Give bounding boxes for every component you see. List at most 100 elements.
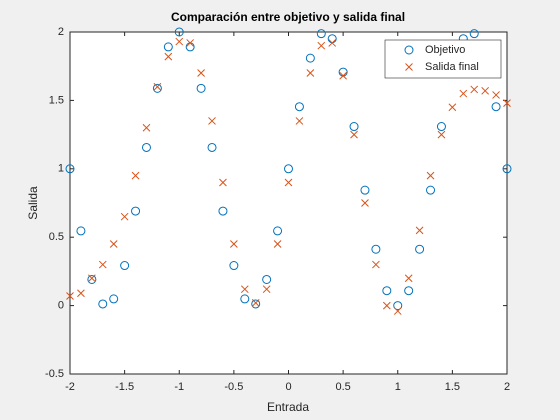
point (240, 285, 249, 294)
point (87, 274, 96, 283)
point (197, 69, 205, 77)
y-tick-label: 1 (58, 163, 64, 175)
point (109, 240, 118, 248)
point (448, 103, 457, 112)
point (371, 244, 381, 254)
point (208, 117, 216, 125)
point (120, 261, 130, 271)
point (284, 164, 293, 174)
y-tick-label: 0 (58, 300, 64, 312)
point (284, 178, 293, 187)
point (295, 117, 304, 125)
point (339, 71, 347, 80)
point (459, 89, 468, 98)
point (393, 307, 402, 315)
point (207, 142, 217, 152)
point (437, 130, 446, 139)
point (218, 206, 228, 216)
y-tick-label: 0.5 (49, 231, 64, 243)
point (98, 299, 108, 309)
point (316, 29, 326, 39)
x-tick-label: 1.5 (445, 381, 460, 393)
point (77, 289, 85, 298)
point (481, 86, 490, 95)
point (273, 226, 283, 236)
x-tick-label: 0.5 (335, 381, 350, 393)
y-axis-label: Salida (26, 186, 40, 220)
point (174, 27, 184, 37)
point (141, 142, 151, 152)
point (436, 122, 446, 132)
axes-box (69, 31, 508, 375)
point (350, 130, 358, 139)
x-tick-label: 0 (285, 381, 291, 393)
point (262, 285, 271, 294)
point (404, 286, 414, 296)
point (372, 260, 380, 269)
point (503, 99, 511, 107)
point (360, 185, 370, 195)
x-axis-label: Entrada (267, 400, 309, 414)
point (470, 85, 479, 94)
x-tick-label: -2 (65, 381, 75, 393)
y-tick-label: -0.5 (45, 368, 64, 380)
point (175, 37, 184, 46)
point (415, 226, 424, 235)
point (262, 274, 272, 284)
point (251, 299, 261, 309)
point (120, 212, 129, 221)
point (317, 41, 326, 50)
point (109, 294, 119, 304)
point (164, 52, 173, 61)
point (76, 226, 86, 236)
legend-marker (405, 63, 413, 71)
point (219, 178, 227, 187)
point (469, 29, 479, 39)
legend-box (384, 39, 502, 79)
point (306, 69, 315, 77)
point (186, 39, 195, 47)
point (152, 83, 162, 93)
x-tick-label: -1 (174, 381, 184, 393)
point (491, 102, 501, 112)
point (492, 91, 500, 99)
point (66, 292, 74, 300)
point (349, 122, 359, 132)
legend-marker (404, 45, 414, 55)
point (98, 260, 107, 269)
point (87, 274, 97, 284)
chart-title: Comparación entre objetivo y salida fina… (171, 10, 405, 24)
point (142, 123, 151, 132)
point (361, 199, 369, 207)
point (404, 274, 413, 283)
point (131, 206, 141, 216)
point (230, 240, 238, 248)
point (426, 171, 435, 180)
y-tick-label: 2 (58, 26, 64, 38)
x-tick-label: 2 (504, 381, 510, 393)
point (229, 261, 239, 271)
point (328, 39, 337, 47)
point (65, 164, 75, 174)
point (153, 82, 162, 91)
point (240, 294, 250, 304)
point (382, 286, 392, 296)
x-tick-label: -0.5 (224, 381, 243, 393)
x-tick-label: 1 (395, 381, 401, 393)
point (393, 301, 403, 311)
point (294, 102, 304, 112)
point (305, 53, 315, 63)
point (251, 299, 260, 307)
point (273, 240, 282, 248)
y-tick-label: 1.5 (49, 94, 64, 106)
point (426, 185, 436, 195)
point (163, 42, 173, 52)
point (382, 301, 391, 310)
plot-area (70, 32, 507, 374)
legend-label: Salida final (425, 61, 479, 73)
point (502, 164, 512, 174)
x-tick-label: -1.5 (115, 381, 134, 393)
point (415, 244, 425, 254)
legend-label: Objetivo (425, 44, 465, 56)
